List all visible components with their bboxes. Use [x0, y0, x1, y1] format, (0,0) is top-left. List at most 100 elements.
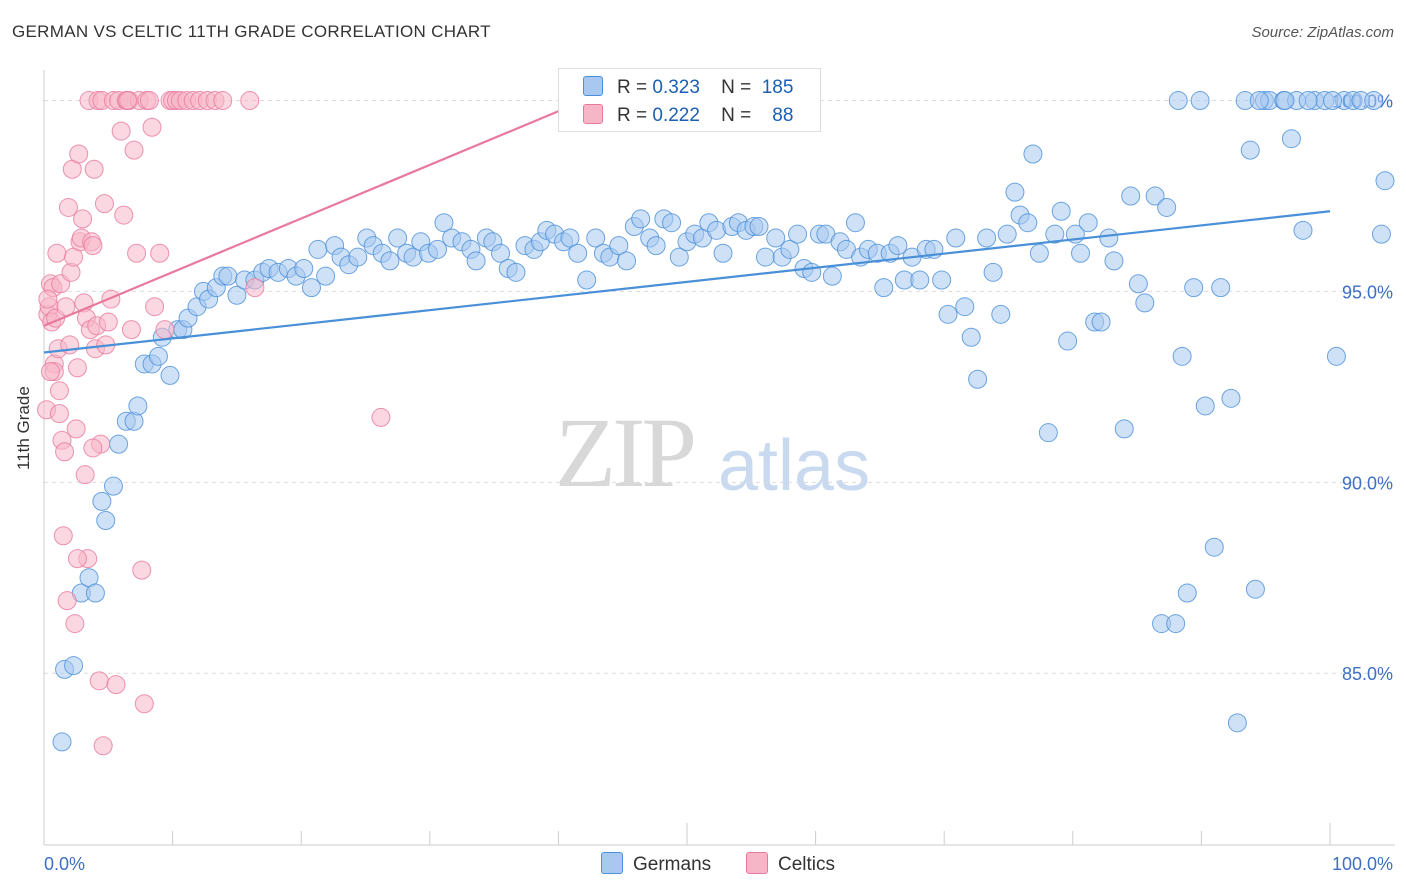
celtics-point [83, 236, 103, 256]
germans-point [506, 262, 526, 282]
germans-point [577, 270, 597, 290]
germans-point [1204, 537, 1224, 557]
germans-point [52, 732, 72, 752]
germans-point [1058, 331, 1078, 351]
celtics-point [38, 289, 58, 309]
celtics-point [118, 91, 138, 111]
celtics-point [66, 419, 86, 439]
germans-point [1099, 228, 1119, 248]
legend-n-germans: 185 [761, 77, 794, 98]
legend-n-celtics: 88 [772, 105, 794, 126]
germans-point [1045, 224, 1065, 244]
germans-point [997, 224, 1017, 244]
germans-point [308, 239, 328, 259]
celtics-point [75, 465, 95, 485]
germans-point [845, 213, 865, 233]
celtics-point [58, 197, 78, 217]
legend-row-celtics: R = 0.222 N = 88 [583, 104, 793, 127]
celtics-point [57, 591, 77, 611]
watermark-atlas: atlas [718, 426, 871, 506]
germans-point [1078, 213, 1098, 233]
source-credit: Source: ZipAtlas.com [1251, 24, 1394, 41]
germans-point [294, 259, 314, 279]
celtics-point [67, 549, 87, 569]
y-tick-label: 90.0% [1342, 473, 1393, 493]
germans-point [932, 270, 952, 290]
bottom-legend-label-germans: Germans [633, 854, 712, 875]
germans-point [662, 213, 682, 233]
celtics-point [98, 312, 118, 332]
germans-point [1029, 243, 1049, 263]
germans-point [961, 327, 981, 347]
chart-title: GERMAN VS CELTIC 11TH GRADE CORRELATION … [12, 22, 491, 41]
celtics-point [134, 694, 154, 714]
bottom-legend-swatch-germans [601, 852, 623, 874]
germans-point [103, 476, 123, 496]
germans-point [755, 247, 775, 267]
germans-point [874, 278, 894, 298]
y-tick-label: 85.0% [1342, 664, 1393, 684]
germans-point [434, 213, 454, 233]
germans-point [749, 217, 769, 237]
celtics-point [89, 671, 109, 691]
germans-point [1005, 182, 1025, 202]
bottom-legend-swatch-celtics [746, 852, 768, 874]
germans-point [109, 434, 129, 454]
legend-n-label: N = [721, 105, 752, 126]
celtics-point [121, 320, 141, 340]
celtics-point [240, 91, 260, 111]
germans-point [1157, 197, 1177, 217]
celtics-point [127, 243, 147, 263]
germans-point [1114, 419, 1134, 439]
germans-point [983, 262, 1003, 282]
germans-point [1245, 579, 1265, 599]
germans-point [938, 304, 958, 324]
celtics-point [245, 278, 265, 298]
celtics-point [94, 194, 114, 214]
germans-trend-line [43, 210, 1331, 354]
legend-swatch-celtics [583, 104, 603, 124]
x-tick-label: 100.0% [1332, 854, 1393, 874]
germans-point [991, 304, 1011, 324]
germans-point [568, 243, 588, 263]
celtics-point [124, 140, 144, 160]
celtics-point [213, 91, 233, 111]
celtics-point [69, 144, 89, 164]
germans-point [316, 266, 336, 286]
celtics-point [132, 560, 152, 580]
germans-point [1071, 243, 1091, 263]
germans-point [802, 262, 822, 282]
germans-point [1221, 388, 1241, 408]
germans-point [160, 365, 180, 385]
germans-point [1195, 396, 1215, 416]
germans-point [1128, 274, 1148, 294]
germans-point [1018, 213, 1038, 233]
celtics-point [111, 121, 131, 141]
celtics-point [106, 675, 126, 695]
germans-point [1023, 144, 1043, 164]
bottom-legend-germans: Germans [601, 852, 711, 876]
legend-row-germans: R = 0.323 N = 185 [583, 76, 793, 99]
celtics-point [47, 243, 67, 263]
celtics-point [49, 381, 69, 401]
germans-point [388, 228, 408, 248]
germans-point [586, 228, 606, 248]
germans-point [92, 491, 112, 511]
germans-point [1051, 201, 1071, 221]
celtics-point [142, 117, 162, 137]
stats-legend: R = 0.323 N = 185 R = 0.222 N = 88 [558, 68, 821, 132]
legend-r-label: R = [617, 77, 648, 98]
germans-point [1172, 346, 1192, 366]
celtics-point [55, 442, 75, 462]
germans-point [968, 369, 988, 389]
celtics-point [65, 614, 85, 634]
germans-point [1275, 91, 1295, 111]
germans-point [1249, 91, 1269, 111]
germans-point [1298, 91, 1318, 111]
germans-point [955, 297, 975, 317]
germans-point [788, 224, 808, 244]
germans-point [1177, 583, 1197, 603]
germans-point [148, 346, 168, 366]
germans-point [491, 243, 511, 263]
y-axis-label: 11th Grade [14, 386, 33, 470]
